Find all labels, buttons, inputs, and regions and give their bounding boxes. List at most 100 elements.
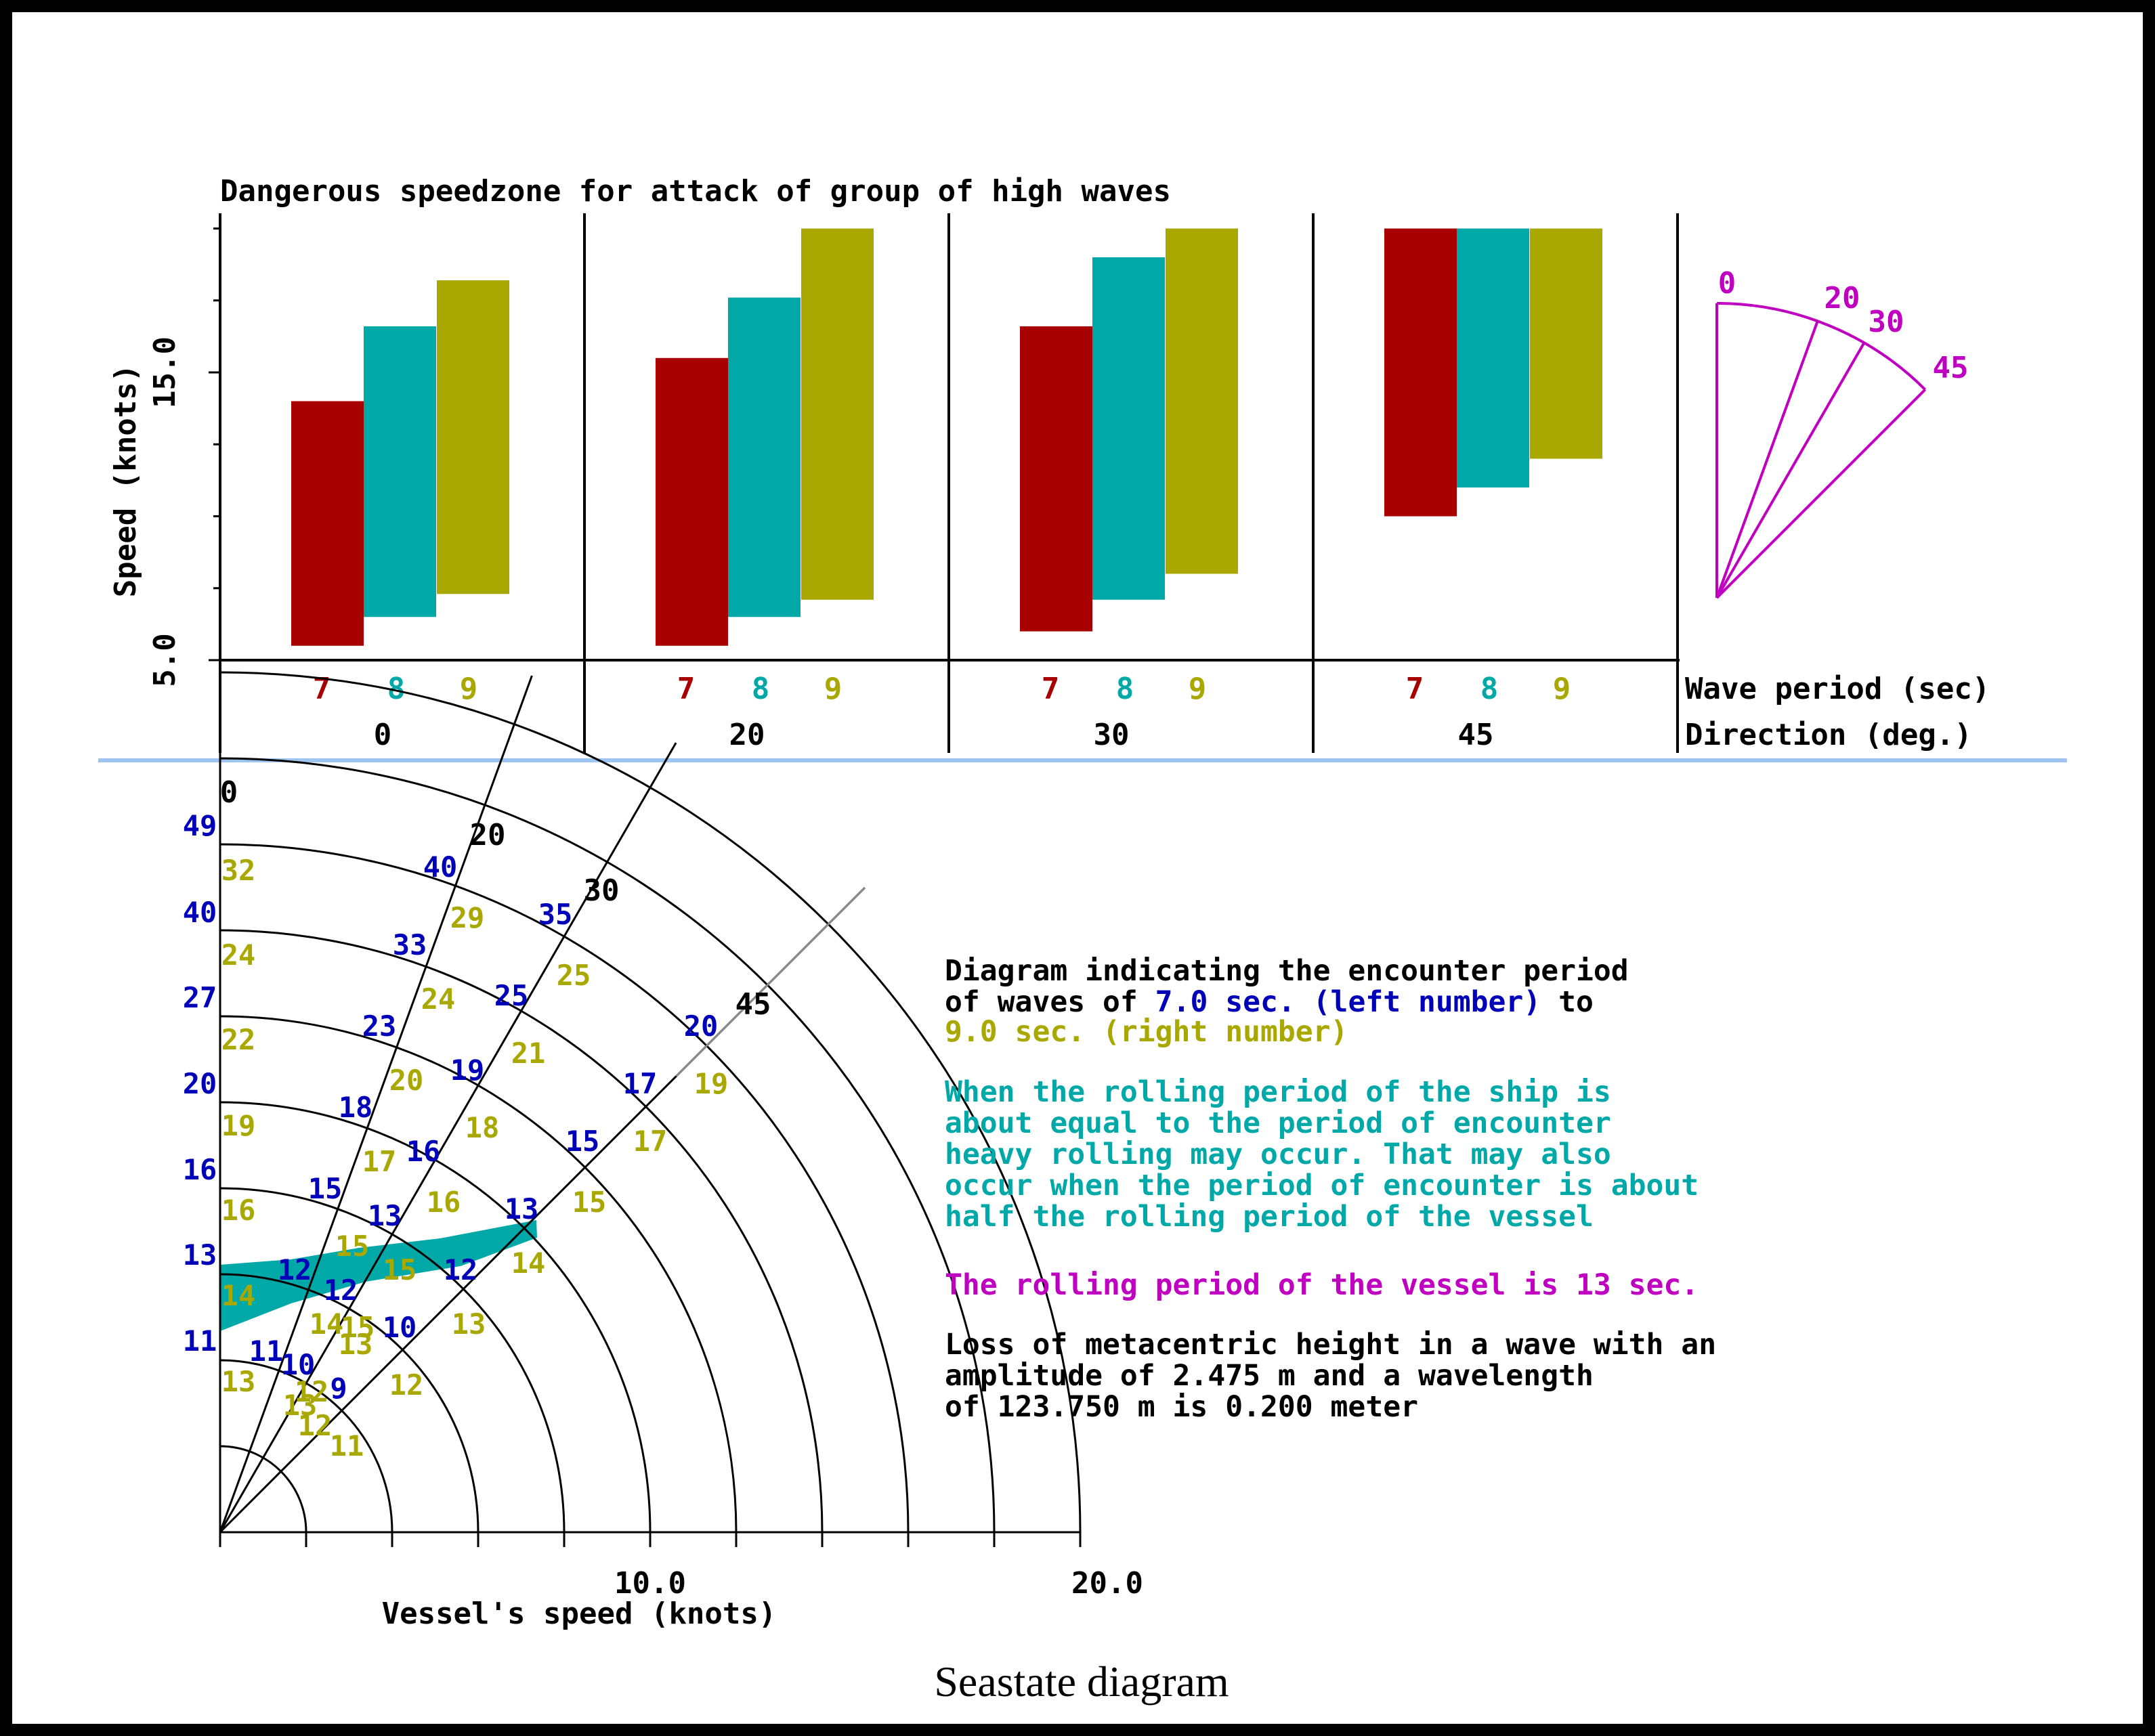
encounter-period-value: 20 [684,1010,719,1043]
encounter-period-value: 15 [341,1311,375,1344]
encounter-period-value: 17 [623,1067,658,1100]
polar-direction-label: 20 [470,818,506,852]
encounter-period-value: 27 [183,981,217,1014]
bar-dir45-period7 [1384,228,1457,517]
encounter-period-value: 16 [427,1186,461,1219]
encounter-period-value: 17 [362,1145,397,1178]
rolling-danger-zone [220,1220,537,1331]
rolling-zone-band [220,1220,537,1331]
encounter-period-value: 10 [383,1311,417,1344]
encounter-period-value: 16 [221,1194,256,1227]
encounter-period-value: 13 [368,1199,402,1232]
encounter-period-value: 13 [283,1389,318,1422]
encounter-period-value: 12 [278,1253,312,1286]
polar-tick-label: 20.0 [1071,1566,1143,1601]
encounter-period-value: 14 [221,1279,256,1312]
encounter-period-value: 17 [633,1125,668,1158]
group-dividers [583,213,1679,753]
bar-dir20-period8 [728,297,801,617]
encounter-period-value: 13 [339,1328,373,1361]
bar-dir20-period9 [801,228,874,600]
wave-period-row-label: Wave period (sec) [1685,672,1990,706]
ray-45-extension [675,887,866,1077]
period-label: 8 [1116,672,1134,706]
encounter-period-value: 18 [339,1091,373,1124]
encounter-period-value: 10 [281,1348,316,1381]
encounter-period-value: 29 [450,901,485,934]
y-ticks: 5.0 15.0 [148,227,220,687]
y-axis-label: Speed (knots) [108,364,143,597]
encounter-period-value: 25 [557,959,591,992]
encounter-period-value: 24 [221,938,256,972]
encounter-period-value: 15 [383,1253,417,1286]
description-line-2: of waves of 7.0 sec. (left number) to [945,985,1594,1019]
encounter-period-value: 19 [694,1067,729,1100]
fan-ray [1715,320,1819,599]
bar-dir45-period8 [1457,228,1529,487]
bar-dir0-period8 [364,326,436,617]
direction-label: 20 [729,718,765,752]
fan-label: 0 [1718,266,1736,301]
polar-direction-label: 45 [735,987,771,1022]
encounter-period-value: 14 [511,1246,546,1280]
polar-direction-label: 30 [584,873,620,908]
period-label: 7 [677,672,696,706]
fan-ray [1715,388,1927,599]
encounter-period-value: 16 [406,1135,441,1168]
ray-30 [219,742,677,1533]
encounter-period-labels: 4940272016131132242219161413403323181512… [183,809,729,1462]
direction-rays: 0 20 30 45 [219,659,866,1534]
encounter-period-value: 32 [221,854,256,887]
bar-dir0-period7 [291,401,364,646]
figure-caption: Seastate diagram [934,1657,1229,1706]
encounter-period-value: 19 [450,1054,485,1087]
fan-ray [1715,342,1866,599]
encounter-period-value: 11 [249,1334,284,1368]
encounter-period-value: 20 [183,1067,217,1100]
encounter-period-value: 15 [308,1172,343,1205]
bar-dir0-period9 [437,280,509,594]
encounter-period-value: 18 [465,1111,500,1144]
period-label: 7 [1042,672,1060,706]
encounter-period-value: 13 [183,1238,217,1272]
bar-dir30-period9 [1166,228,1238,574]
period-label: 9 [460,672,478,706]
encounter-period-value: 49 [183,809,217,842]
bar-dir30-period8 [1092,257,1165,600]
fan-label: 20 [1825,281,1860,316]
encounter-period-value: 12 [298,1409,333,1442]
metacentric-note: Loss of metacentric height in a wave wit… [945,1328,1717,1424]
bar-chart-title: Dangerous speedzone for attack of group … [220,174,1171,209]
encounter-period-value: 13 [221,1365,256,1398]
encounter-period-value: 16 [183,1153,217,1186]
period-label: 9 [1189,672,1207,706]
ray-20 [219,675,533,1533]
encounter-period-value: 40 [423,850,458,884]
encounter-period-value: 11 [183,1324,217,1358]
description-line-2c: to [1541,985,1594,1019]
encounter-period-value: 11 [330,1429,364,1462]
encounter-period-value: 40 [183,896,217,929]
bar-dir20-period7 [656,357,728,646]
fan-arc [1716,302,1927,391]
encounter-period-value: 14 [310,1307,344,1341]
encounter-period-value: 12 [295,1375,329,1408]
encounter-period-value: 12 [324,1274,358,1307]
description-line-2a: of waves of [945,985,1155,1019]
encounter-period-value: 24 [421,982,456,1016]
encounter-period-value: 25 [494,979,529,1012]
period-label: 8 [752,672,770,706]
polar-direction-label: 0 [220,775,238,810]
bar-dir45-period9 [1530,228,1602,459]
encounter-period-value: 15 [335,1230,370,1263]
direction-label: 0 [374,718,392,752]
encounter-period-value: 15 [572,1186,607,1219]
fan-label: 45 [1933,351,1969,385]
encounter-period-value: 15 [566,1125,600,1158]
encounter-period-value: 23 [362,1010,397,1043]
encounter-period-value: 20 [389,1064,424,1097]
encounter-period-value: 12 [389,1368,424,1402]
